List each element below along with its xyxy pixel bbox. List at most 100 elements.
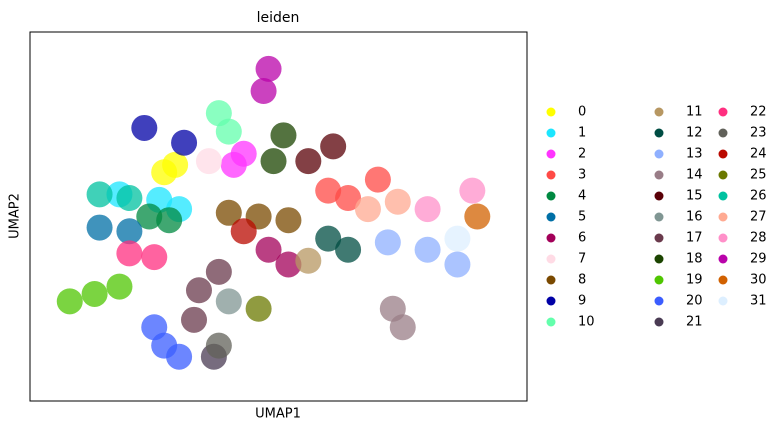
cluster-point — [384, 188, 411, 215]
legend-marker — [546, 317, 556, 327]
legend-marker — [546, 107, 556, 117]
cluster-point — [250, 78, 277, 105]
legend-marker — [546, 275, 556, 285]
legend-marker — [718, 296, 728, 306]
legend-marker — [718, 275, 728, 285]
cluster-point — [295, 247, 322, 274]
legend-marker — [654, 317, 664, 327]
legend-marker — [654, 107, 664, 117]
legend-marker — [546, 254, 556, 264]
legend-marker — [718, 128, 728, 138]
y-axis-label: UMAP2 — [8, 193, 23, 239]
legend-label: 6 — [578, 231, 586, 246]
cluster-point — [389, 314, 416, 341]
legend-label: 21 — [686, 315, 703, 330]
legend-label: 0 — [578, 105, 586, 120]
cluster-point — [414, 236, 441, 263]
cluster-point — [255, 236, 282, 263]
legend-label: 12 — [686, 126, 703, 141]
cluster-point — [335, 185, 362, 212]
cluster-point — [181, 306, 208, 333]
legend-label: 24 — [750, 147, 767, 162]
cluster-point — [171, 129, 198, 156]
cluster-point — [56, 288, 83, 315]
cluster-point — [374, 229, 401, 256]
cluster-point — [335, 236, 362, 263]
cluster-point — [315, 225, 342, 252]
legend-label: 27 — [750, 210, 767, 225]
legend-marker — [654, 296, 664, 306]
legend-label: 19 — [686, 273, 703, 288]
cluster-point — [185, 277, 212, 304]
cluster-point — [215, 288, 242, 315]
legend-marker — [654, 212, 664, 222]
cluster-point — [166, 343, 193, 370]
cluster-point — [260, 148, 287, 175]
legend-marker — [718, 254, 728, 264]
legend-label: 4 — [578, 189, 586, 204]
legend-marker — [546, 296, 556, 306]
cluster-point — [255, 55, 282, 82]
cluster-point — [86, 214, 113, 241]
legend-label: 1 — [578, 126, 586, 141]
cluster-point — [354, 196, 381, 223]
legend-label: 8 — [578, 273, 586, 288]
legend-label: 13 — [686, 147, 703, 162]
legend-label: 18 — [686, 252, 703, 267]
legend-marker — [654, 170, 664, 180]
cluster-point — [81, 280, 108, 307]
cluster-point — [270, 122, 297, 149]
legend-marker — [654, 275, 664, 285]
legend-marker — [546, 149, 556, 159]
legend-label: 14 — [686, 168, 703, 183]
cluster-point — [116, 240, 143, 267]
legend-label: 5 — [578, 210, 586, 225]
cluster-point — [315, 177, 342, 204]
legend-marker — [718, 233, 728, 243]
cluster-point — [195, 148, 222, 175]
cluster-point — [444, 251, 471, 278]
legend-marker — [718, 149, 728, 159]
cluster-point — [205, 332, 232, 359]
cluster-point — [205, 100, 232, 127]
plot-frame — [29, 31, 528, 402]
legend-label: 23 — [750, 126, 767, 141]
legend-marker — [718, 107, 728, 117]
legend-marker — [654, 128, 664, 138]
legend-label: 10 — [578, 315, 595, 330]
cluster-point — [295, 148, 322, 175]
legend-label: 28 — [750, 231, 767, 246]
cluster-point — [106, 273, 133, 300]
legend-label: 2 — [578, 147, 586, 162]
legend-marker — [718, 191, 728, 201]
legend-marker — [654, 254, 664, 264]
legend-label: 17 — [686, 231, 703, 246]
legend-label: 16 — [686, 210, 703, 225]
chart-title: leiden — [257, 10, 300, 26]
cluster-point — [205, 258, 232, 285]
cluster-point — [414, 196, 441, 223]
cluster-point — [245, 295, 272, 322]
cluster-point — [116, 218, 143, 245]
cluster-point — [230, 140, 257, 167]
legend-label: 7 — [578, 252, 586, 267]
cluster-point — [151, 159, 178, 186]
points — [56, 55, 491, 370]
legend-label: 3 — [578, 168, 586, 183]
legend-marker — [718, 212, 728, 222]
legend-marker — [546, 212, 556, 222]
legend-marker — [654, 233, 664, 243]
cluster-point — [230, 218, 257, 245]
x-axis-label: UMAP1 — [255, 407, 301, 422]
cluster-point — [464, 203, 491, 230]
cluster-point — [275, 251, 302, 278]
legend-label: 11 — [686, 105, 703, 120]
cluster-point — [459, 177, 486, 204]
cluster-point — [275, 207, 302, 234]
cluster-point — [141, 244, 168, 271]
legend-label: 29 — [750, 252, 767, 267]
cluster-point — [116, 185, 143, 212]
legend-marker — [546, 233, 556, 243]
cluster-point — [86, 181, 113, 208]
